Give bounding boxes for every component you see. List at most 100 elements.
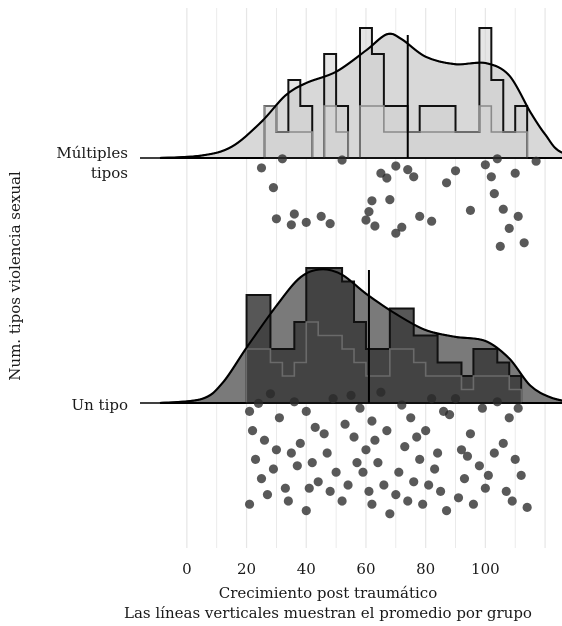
data-point [250, 454, 261, 464]
data-point [498, 204, 508, 214]
data-point [438, 406, 449, 416]
data-point [501, 486, 511, 496]
data-point [397, 400, 407, 410]
data-point [397, 222, 407, 232]
density-outline [159, 268, 562, 404]
data-point [382, 426, 392, 436]
data-point [292, 461, 302, 471]
data-point [364, 486, 374, 496]
data-point [328, 394, 338, 404]
x-axis-label: Crecimiento post traumático [219, 584, 437, 602]
data-point [271, 445, 282, 455]
data-point [346, 390, 356, 400]
data-point [385, 195, 395, 205]
histogram-inner-one-type [245, 321, 522, 404]
data-point [352, 458, 362, 468]
data-point [459, 474, 470, 484]
data-point [301, 217, 311, 227]
data-point [373, 458, 383, 468]
data-point [441, 178, 452, 188]
data-point [430, 464, 440, 474]
group-multiple-types [140, 27, 562, 251]
data-point [450, 394, 461, 404]
data-point [418, 499, 428, 509]
x-tick-label: 20 [237, 560, 256, 578]
data-point [403, 165, 413, 175]
data-point [507, 496, 517, 506]
data-point [468, 499, 479, 509]
data-point [477, 403, 487, 413]
histogram-outer-one-type [245, 267, 523, 404]
data-point [253, 398, 264, 408]
group-label-one-type: Un tipo [71, 396, 128, 414]
data-point [462, 451, 473, 461]
data-point [286, 448, 296, 458]
data-point [349, 432, 359, 442]
data-point [424, 480, 434, 490]
data-point [433, 448, 443, 458]
data-point [516, 470, 526, 480]
points-one-type [244, 387, 532, 519]
data-point [453, 493, 464, 503]
data-point [483, 470, 493, 480]
data-point [409, 477, 419, 487]
group-label-multiple-types-line1: Múltiples [56, 144, 128, 162]
x-tick-label: 60 [356, 560, 375, 578]
data-point [492, 397, 502, 407]
data-point [304, 483, 314, 493]
data-point [286, 220, 296, 230]
data-point [510, 454, 520, 464]
data-point [450, 166, 461, 176]
data-point [361, 445, 371, 455]
data-point [265, 389, 276, 399]
data-point [504, 413, 514, 423]
data-point [486, 172, 496, 182]
data-point [337, 155, 347, 165]
data-point [504, 223, 514, 233]
group-one-type [140, 267, 562, 519]
chart-caption: Las líneas verticales muestran el promed… [124, 604, 532, 622]
data-point [325, 219, 335, 229]
data-point [256, 163, 267, 173]
data-point [489, 189, 499, 199]
histogram-inner-multiple-types [263, 105, 528, 159]
x-tick-label: 80 [416, 560, 435, 578]
data-point [492, 154, 502, 164]
data-point [316, 211, 326, 221]
data-point [379, 480, 389, 490]
data-point [427, 394, 437, 404]
data-point [367, 196, 377, 206]
data-point [364, 207, 374, 217]
data-point [370, 435, 380, 445]
data-point [367, 499, 377, 509]
data-point [391, 490, 401, 500]
data-point [519, 238, 529, 248]
x-tick-label: 0 [182, 560, 192, 578]
data-point [474, 461, 484, 471]
data-point [289, 397, 299, 407]
data-point [427, 216, 437, 226]
data-point [355, 403, 365, 413]
data-point [262, 490, 273, 500]
data-point [409, 172, 419, 182]
data-point [367, 416, 377, 426]
data-point [403, 496, 413, 506]
data-point [415, 211, 425, 221]
data-point [435, 486, 446, 496]
data-point [513, 211, 523, 221]
data-point [406, 413, 416, 423]
data-point [307, 458, 317, 468]
data-point [322, 448, 332, 458]
data-point [531, 156, 541, 166]
data-point [310, 422, 320, 432]
data-point [513, 403, 523, 413]
data-point [376, 168, 386, 178]
data-point [415, 454, 425, 464]
data-point [337, 496, 347, 506]
data-point [394, 467, 404, 477]
data-point [489, 448, 499, 458]
data-point [456, 445, 467, 455]
data-point [510, 168, 520, 178]
data-point [244, 499, 255, 509]
data-point [277, 154, 287, 164]
